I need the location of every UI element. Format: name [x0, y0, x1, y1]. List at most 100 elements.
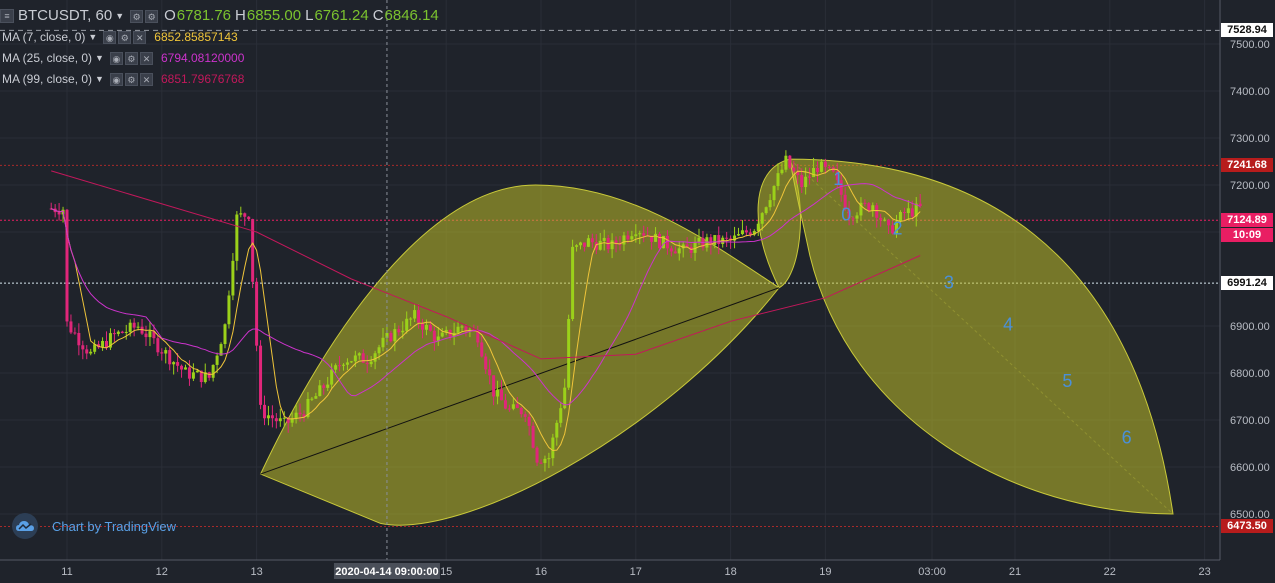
candle-body	[677, 248, 681, 254]
chevron-down-icon[interactable]: ▼	[95, 53, 104, 63]
candle-body	[191, 372, 195, 379]
candle-body	[132, 322, 136, 328]
candle-body	[148, 331, 152, 338]
close-icon[interactable]: ✕	[139, 51, 153, 65]
candle-body	[697, 237, 701, 243]
candle-body	[503, 400, 507, 409]
candle-body	[156, 338, 160, 353]
time-tick-label: 18	[724, 566, 736, 578]
candle-body	[638, 233, 642, 235]
candle-body	[883, 219, 887, 221]
candle-body	[622, 235, 626, 245]
candle-body	[681, 244, 685, 249]
candle-body	[373, 353, 377, 362]
chevron-down-icon[interactable]: ▼	[88, 32, 98, 42]
candle-body	[417, 310, 421, 323]
candle-body	[492, 375, 496, 397]
candle-body	[709, 237, 713, 245]
chevron-down-icon[interactable]: ▼	[95, 74, 104, 84]
candle-body	[436, 336, 440, 342]
candle-body	[590, 238, 594, 243]
candle-body	[760, 213, 764, 224]
candle-body	[816, 167, 819, 172]
time-tick-label: 11	[61, 566, 72, 578]
chevron-down-icon[interactable]: ▼	[115, 11, 125, 21]
candle-body	[744, 230, 748, 233]
close-icon[interactable]: ✕	[133, 30, 147, 44]
time-axis[interactable]: 11 12 13 15 16 17 18 19 03:00 21 22 23 2020-04-14 09…	[0, 559, 1275, 583]
candle-body	[586, 238, 590, 247]
menu-icon[interactable]: ≡	[0, 9, 14, 23]
price-tick-label: 6900.00	[1230, 321, 1270, 333]
candle-body	[97, 344, 101, 348]
candle-body	[57, 212, 61, 215]
close-value: 6846.14	[384, 7, 439, 24]
fib-speed-arcs[interactable]	[259, 158, 1174, 526]
candle-body	[203, 372, 207, 383]
trend-line-segment	[260, 287, 780, 475]
candle-body	[827, 166, 831, 168]
ma25-row: MA (25, close, 0) ▼ ◉ ⚙ ✕ 6794.08120000	[0, 48, 244, 68]
candle-body	[563, 387, 567, 409]
candle-body	[314, 396, 318, 399]
candle-body	[349, 361, 353, 363]
fib-level-label: 6	[1122, 428, 1132, 448]
ma25-name[interactable]: MA (25, close, 0)	[2, 51, 93, 65]
candle-body	[895, 221, 898, 234]
price-tick-label: 6600.00	[1230, 462, 1270, 474]
candle-body	[326, 384, 330, 388]
tradingview-branding[interactable]: Chart by TradingView	[12, 513, 176, 539]
candle-body	[859, 202, 863, 216]
candle-body	[89, 351, 93, 354]
settings-icon[interactable]: ⚙	[124, 72, 138, 86]
ma99-name[interactable]: MA (99, close, 0)	[2, 72, 93, 86]
trend-line[interactable]	[260, 287, 780, 475]
candle-body	[875, 205, 879, 218]
candle-body	[294, 412, 298, 419]
candle-body	[140, 326, 144, 334]
candle-body	[539, 462, 543, 464]
close-icon[interactable]: ✕	[139, 72, 153, 86]
candle-body	[796, 171, 800, 176]
candle-body	[673, 251, 677, 254]
candle-body	[582, 242, 586, 247]
candle-body	[231, 260, 235, 296]
candle-body	[685, 244, 689, 247]
ma7-name[interactable]: MA (7, close, 0)	[2, 30, 86, 44]
settings-icon[interactable]: ⚙	[118, 30, 132, 44]
eye-icon[interactable]: ◉	[103, 30, 117, 44]
time-tick-label: 23	[1198, 566, 1210, 578]
branding-text[interactable]: Chart by TradingView	[52, 518, 177, 534]
candle-body	[594, 242, 598, 250]
time-tick-label: 19	[819, 566, 831, 578]
candle-body	[823, 161, 827, 167]
candle-body	[77, 332, 81, 346]
candle-body	[879, 217, 883, 220]
ma99-row: MA (99, close, 0) ▼ ◉ ⚙ ✕ 6851.79676768	[0, 69, 244, 89]
candle-body	[184, 367, 187, 370]
candle-body	[282, 417, 286, 419]
ma7-row: MA (7, close, 0) ▼ ◉ ⚙ ✕ 6852.85857143	[0, 27, 238, 47]
candle-body	[172, 362, 176, 365]
settings-icon[interactable]: ⚙	[130, 9, 144, 23]
candle-body	[808, 176, 812, 178]
candle-body	[484, 356, 488, 370]
candle-body	[488, 369, 492, 376]
candle-body	[780, 169, 784, 174]
price-axis[interactable]: 7500.007400.007300.007200.007100.006900.…	[1219, 0, 1275, 583]
candle-body	[519, 408, 523, 415]
eye-icon[interactable]: ◉	[109, 72, 123, 86]
fib-level-label: 1	[833, 169, 843, 189]
candle-body	[527, 416, 531, 426]
time-tick-label: 12	[156, 566, 168, 578]
settings-icon[interactable]: ⚙	[124, 51, 138, 65]
candle-body	[456, 326, 460, 333]
format-icon[interactable]: ⚙	[145, 9, 159, 23]
eye-icon[interactable]: ◉	[109, 51, 123, 65]
candle-body	[144, 333, 148, 338]
symbol-title[interactable]: BTCUSDT, 60	[18, 7, 113, 24]
candle-body	[219, 344, 223, 356]
candle-body	[551, 437, 555, 459]
